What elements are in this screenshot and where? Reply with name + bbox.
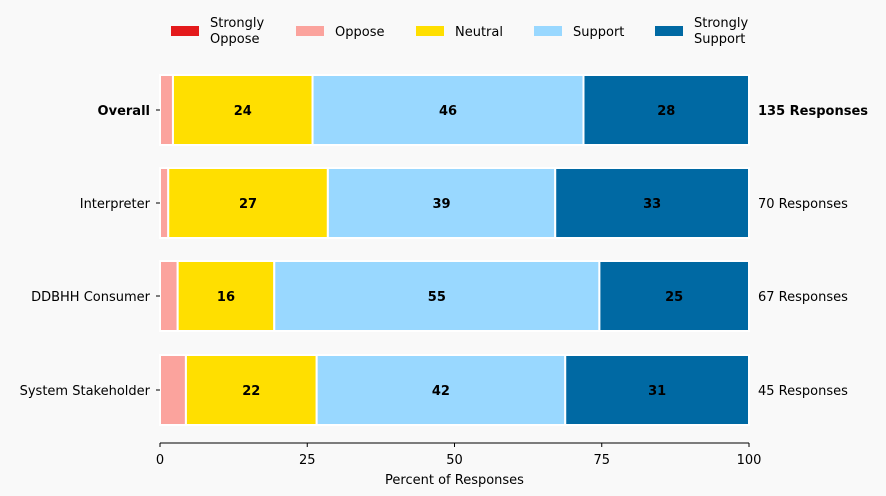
data-label: 39 <box>432 197 450 212</box>
data-label: 31 <box>648 384 666 399</box>
response-count-label: 135 Responses <box>758 104 868 119</box>
legend-label: Oppose <box>335 25 384 40</box>
bar-segment-neutral <box>176 260 276 332</box>
bar-segment-oppose <box>159 74 174 146</box>
bar-segment-oppose <box>159 260 179 332</box>
data-label: 25 <box>665 290 683 305</box>
y-tick-label: Interpreter <box>80 197 151 212</box>
response-count-label: 45 Responses <box>758 384 848 399</box>
bar-segment-neutral <box>184 354 318 426</box>
legend-label: Strongly <box>210 16 264 31</box>
data-label: 28 <box>657 104 675 119</box>
legend-label: Neutral <box>455 25 503 40</box>
legend-swatch <box>416 26 444 36</box>
y-tick-label: Overall <box>98 104 150 119</box>
y-tick-label: DDBHH Consumer <box>31 290 151 305</box>
legend-swatch <box>655 26 683 36</box>
legend-label: Support <box>694 32 745 47</box>
data-label: 55 <box>428 290 446 305</box>
x-tick-label: 75 <box>593 453 610 468</box>
x-tick-label: 100 <box>737 453 762 468</box>
bar-segment-support <box>315 354 567 426</box>
legend-swatch <box>171 26 199 36</box>
data-label: 16 <box>217 290 235 305</box>
bar-segment-oppose <box>159 167 170 239</box>
bar-segment-strongly-support <box>554 167 750 239</box>
legend-label: Oppose <box>210 32 259 47</box>
legend-swatch <box>534 26 562 36</box>
legend-swatch <box>296 26 324 36</box>
bar-segment-support <box>311 74 585 146</box>
data-label: 22 <box>242 384 260 399</box>
response-count-label: 70 Responses <box>758 197 848 212</box>
bar-segment-strongly-support <box>598 260 750 332</box>
response-count-label: 67 Responses <box>758 290 848 305</box>
bar-segment-support <box>273 260 601 332</box>
data-label: 46 <box>439 104 457 119</box>
legend-label: Support <box>573 25 624 40</box>
x-tick-label: 50 <box>446 453 463 468</box>
data-label: 33 <box>643 197 661 212</box>
x-axis-label: Percent of Responses <box>385 473 524 488</box>
x-tick-label: 25 <box>299 453 316 468</box>
x-tick-label: 0 <box>156 453 164 468</box>
bar-segment-oppose <box>159 354 187 426</box>
bar-segment-strongly-support <box>582 74 751 146</box>
data-label: 42 <box>432 384 450 399</box>
data-label: 27 <box>239 197 257 212</box>
bar-segment-strongly-support <box>564 354 750 426</box>
bar-segment-neutral <box>171 74 314 146</box>
y-tick-label: System Stakeholder <box>20 384 151 399</box>
legend-label: Strongly <box>694 16 748 31</box>
data-label: 24 <box>234 104 252 119</box>
